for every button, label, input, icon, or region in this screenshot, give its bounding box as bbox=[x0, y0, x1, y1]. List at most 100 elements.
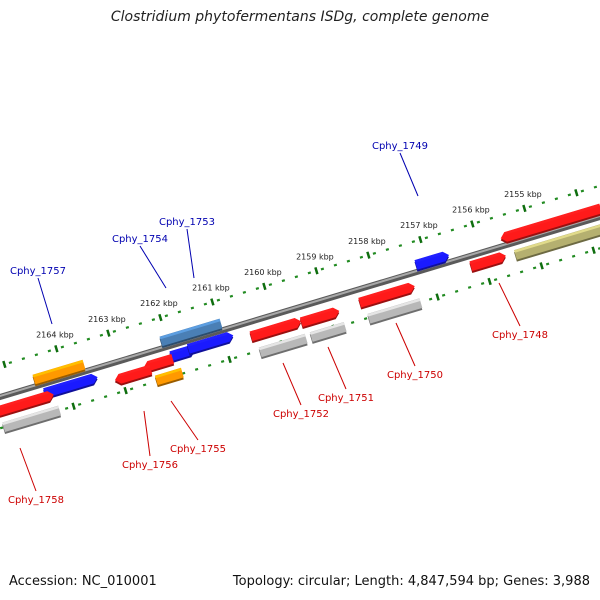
track-dot bbox=[385, 247, 390, 251]
track-dot bbox=[151, 318, 156, 322]
track-dot bbox=[558, 258, 563, 262]
gene-labels: Cphy_1749 Cphy_1753 Cphy_1754 Cphy_1757 Cphy… bbox=[8, 141, 548, 506]
track-dot bbox=[233, 356, 238, 360]
track-dot bbox=[229, 294, 234, 298]
gene-highlight bbox=[504, 203, 600, 235]
gene-bar bbox=[186, 332, 234, 354]
track-dot bbox=[164, 314, 169, 318]
gene-highlight bbox=[147, 354, 173, 364]
track-dot bbox=[64, 406, 69, 410]
kbp-label: 2163 kbp bbox=[88, 315, 126, 324]
gene-label: Cphy_1754 bbox=[112, 234, 168, 245]
gene-highlight bbox=[186, 332, 228, 347]
track-dot bbox=[112, 329, 117, 333]
gene-label: Cphy_1748 bbox=[492, 330, 548, 341]
gene-highlight bbox=[514, 224, 600, 253]
track-major-tick bbox=[522, 204, 527, 213]
label-leader bbox=[19, 447, 37, 492]
gene-label: Cphy_1756 bbox=[122, 460, 178, 471]
track-dot bbox=[320, 267, 325, 271]
gene-label: Cphy_1750 bbox=[387, 370, 443, 381]
track-major-tick bbox=[158, 313, 163, 322]
track-dot bbox=[207, 363, 212, 367]
track-major-tick bbox=[418, 235, 423, 244]
track-dot bbox=[463, 224, 468, 228]
track-major-tick bbox=[574, 189, 579, 197]
track-major-tick bbox=[210, 298, 215, 306]
track-dot bbox=[441, 293, 446, 297]
track-dot bbox=[450, 228, 455, 232]
track-dot bbox=[519, 270, 524, 274]
track-dot bbox=[476, 220, 481, 224]
track-dot bbox=[493, 278, 498, 282]
track-dot bbox=[0, 426, 4, 430]
backbone-highlight bbox=[0, 214, 600, 398]
track-dot bbox=[454, 289, 459, 293]
track-dot bbox=[467, 285, 472, 289]
track-major-tick bbox=[54, 345, 59, 353]
gene-label: Cphy_1757 bbox=[10, 266, 66, 277]
track-dot bbox=[372, 251, 377, 255]
track-dot bbox=[190, 306, 195, 310]
gene-label: Cphy_1758 bbox=[8, 495, 64, 506]
track-dot bbox=[125, 325, 130, 329]
gene-highlight bbox=[0, 391, 49, 409]
track-dot bbox=[177, 310, 182, 314]
track-dot bbox=[77, 402, 82, 406]
track-dot bbox=[580, 189, 585, 193]
gene-bar bbox=[367, 298, 423, 324]
gene-bar bbox=[414, 251, 449, 270]
track-dot bbox=[103, 395, 108, 399]
track-dot bbox=[541, 201, 546, 205]
gene-label: Cphy_1755 bbox=[170, 444, 226, 455]
track-dot bbox=[554, 197, 559, 201]
gene-highlight bbox=[309, 322, 345, 335]
track-dot bbox=[194, 367, 199, 371]
gene-highlight bbox=[258, 334, 306, 351]
kbp-label: 2164 kbp bbox=[36, 330, 74, 339]
track-dot bbox=[142, 383, 147, 387]
gene-bar bbox=[469, 252, 506, 271]
track-dot bbox=[307, 271, 312, 275]
gene-highlight bbox=[32, 359, 84, 378]
track-major-tick bbox=[2, 360, 7, 369]
gene-highlight bbox=[469, 252, 501, 265]
label-leader bbox=[186, 228, 195, 279]
track-dot bbox=[411, 240, 416, 244]
gene-highlight bbox=[169, 345, 190, 355]
track-major-tick bbox=[314, 267, 319, 275]
track-dot bbox=[203, 302, 208, 306]
track-major-tick bbox=[470, 220, 475, 228]
track-dot bbox=[294, 275, 299, 279]
track-dot bbox=[584, 250, 589, 254]
track-dot bbox=[363, 317, 368, 321]
track-dot bbox=[567, 193, 572, 197]
track-dot bbox=[138, 322, 143, 326]
track-dot bbox=[428, 297, 433, 301]
track-dot bbox=[350, 321, 355, 325]
gene-label: Cphy_1751 bbox=[318, 393, 374, 404]
track-dot bbox=[506, 274, 511, 278]
label-leader bbox=[399, 152, 419, 197]
track-dot bbox=[47, 349, 52, 353]
track-dot bbox=[220, 360, 225, 364]
gene-highlight bbox=[154, 368, 182, 379]
label-leader bbox=[395, 322, 416, 367]
track-dot bbox=[528, 205, 533, 209]
gene-bar bbox=[154, 367, 184, 386]
track-dot bbox=[437, 232, 442, 236]
track-dot bbox=[21, 357, 26, 361]
gene-highlight bbox=[159, 318, 221, 340]
gene-label: Cphy_1749 bbox=[372, 141, 428, 152]
track-dot bbox=[489, 216, 494, 220]
track-dot bbox=[398, 244, 403, 248]
gene-label: Cphy_1752 bbox=[273, 409, 329, 420]
track-dot bbox=[346, 259, 351, 263]
track-dot bbox=[424, 236, 429, 240]
kbp-label: 2157 kbp bbox=[400, 221, 438, 230]
track-major-tick bbox=[262, 282, 267, 291]
kbp-label: 2159 kbp bbox=[296, 252, 334, 261]
track-dot bbox=[268, 283, 273, 287]
track-major-tick bbox=[366, 251, 371, 259]
track-dot bbox=[255, 286, 260, 290]
